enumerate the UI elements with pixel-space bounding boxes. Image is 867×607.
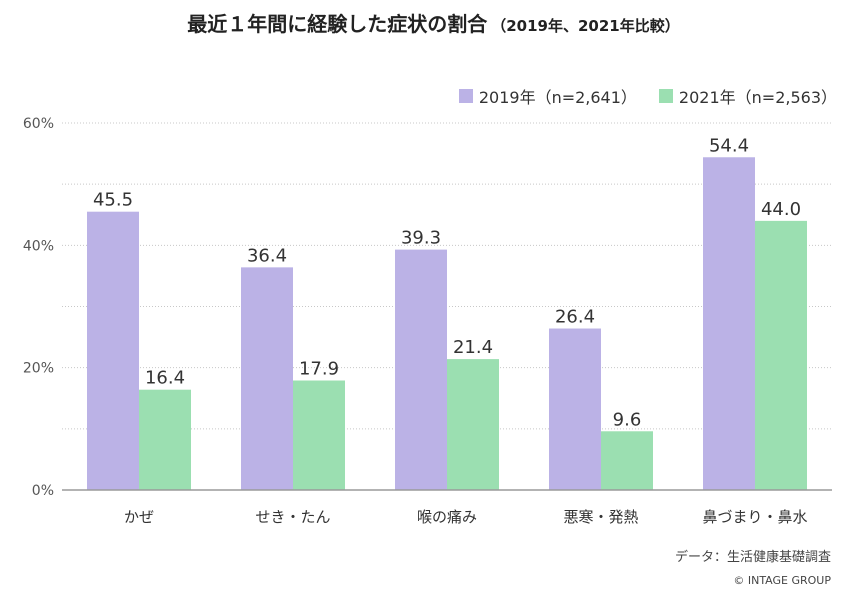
category-label: せき・たん <box>255 508 330 526</box>
data-label: 16.4 <box>145 368 185 389</box>
chart-legend: 2019年（n=2,641） 2021年（n=2,563） <box>437 84 837 108</box>
legend-swatch-2021 <box>658 89 673 103</box>
bar <box>601 431 653 490</box>
data-label: 36.4 <box>247 245 287 266</box>
chart-title: 最近１年間に経験した症状の割合 （2019年、2021年比較） <box>0 8 867 37</box>
data-label: 45.5 <box>93 190 133 211</box>
bar <box>447 359 499 490</box>
legend-item-2019: 2019年（n=2,641） <box>458 84 637 108</box>
data-label: 44.0 <box>761 199 801 220</box>
copyright-notice: © INTAGE GROUP <box>733 574 831 587</box>
bar <box>549 328 601 490</box>
y-tick-label: 40% <box>23 238 54 254</box>
bar <box>241 267 293 490</box>
category-label: かぜ <box>124 508 154 526</box>
legend-item-2021: 2021年（n=2,563） <box>658 84 837 108</box>
chart-title-main: 最近１年間に経験した症状の割合 <box>187 12 488 36</box>
data-label: 21.4 <box>453 337 493 358</box>
bar <box>139 389 191 490</box>
category-label: 悪寒・発熱 <box>563 508 638 526</box>
y-tick-label: 20% <box>23 361 54 377</box>
category-label: 鼻づまり・鼻水 <box>702 508 807 526</box>
data-label: 39.3 <box>401 228 441 249</box>
y-tick-label: 0% <box>32 483 54 499</box>
data-label: 26.4 <box>555 307 595 328</box>
data-label: 54.4 <box>709 135 749 156</box>
data-label: 17.9 <box>299 359 339 380</box>
legend-swatch-2019 <box>458 89 473 103</box>
bar <box>87 211 139 491</box>
chart-subtitle: （2019年、2021年比較） <box>491 17 680 35</box>
legend-label-2019: 2019年（n=2,641） <box>478 88 637 107</box>
bar <box>395 249 447 490</box>
bar <box>703 157 755 490</box>
data-label: 9.6 <box>613 409 642 430</box>
category-label: 喉の痛み <box>417 508 477 526</box>
y-tick-label: 60% <box>23 116 54 132</box>
bar <box>755 220 807 490</box>
legend-label-2021: 2021年（n=2,563） <box>678 88 837 107</box>
data-source: データ：生活健康基礎調査 <box>674 550 831 565</box>
bar <box>293 380 345 490</box>
